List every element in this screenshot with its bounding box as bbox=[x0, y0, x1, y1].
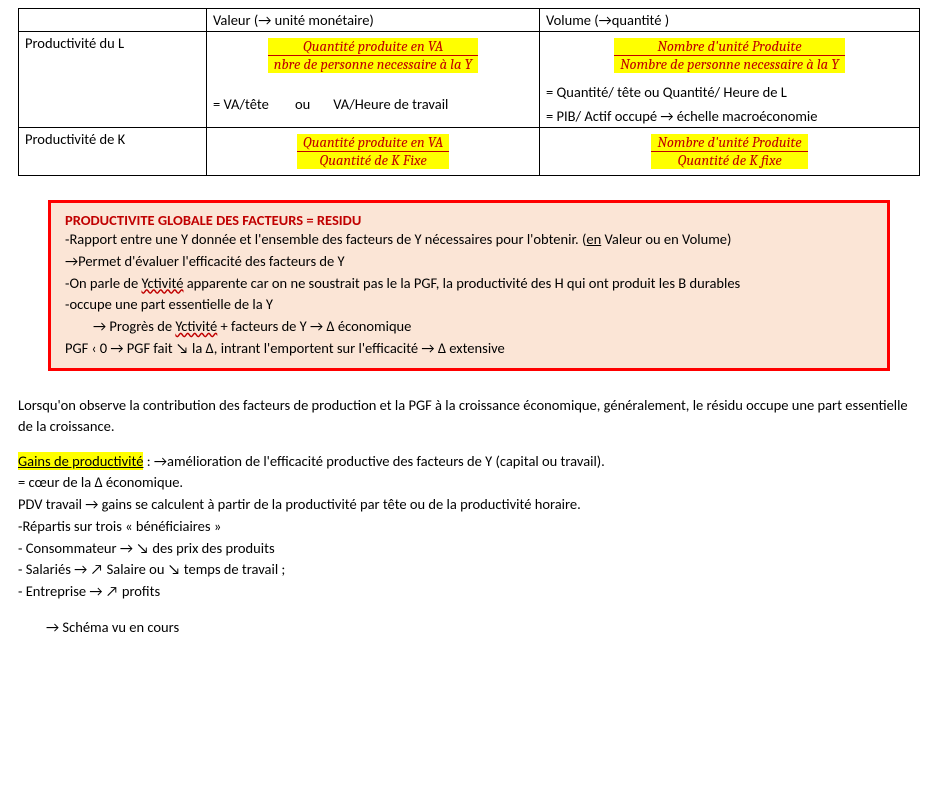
pgf-line: -Rapport entre une Y donnée et l'ensembl… bbox=[65, 229, 873, 251]
formula-den: Quantité de K fixe bbox=[651, 152, 807, 169]
row-k-volume: Nombre d'unité Produite Quantité de K fi… bbox=[540, 128, 920, 176]
pdv-line: PDV travail → gains se calculent à parti… bbox=[18, 494, 920, 516]
pgf-line: -On parle de Yctivité apparente car on n… bbox=[65, 273, 873, 295]
pgf-box: PRODUCTIVITE GLOBALE DES FACTEURS = RESI… bbox=[48, 200, 890, 371]
productivity-table: Valeur (→ unité monétaire) Volume (→quan… bbox=[18, 8, 920, 176]
pgf-line: -occupe une part essentielle de la Y bbox=[65, 294, 873, 316]
header-empty bbox=[19, 9, 207, 32]
formula-den: Quantité de K Fixe bbox=[297, 152, 449, 169]
header-volume: Volume (→quantité ) bbox=[540, 9, 920, 32]
pgf-box-title: PRODUCTIVITE GLOBALE DES FACTEURS = RESI… bbox=[65, 211, 873, 229]
row-k-label: Productivité de K bbox=[19, 128, 207, 176]
row-k-valeur: Quantité produite en VA Quantité de K Fi… bbox=[207, 128, 540, 176]
formula-num: Nombre d'unité Produite bbox=[651, 134, 807, 152]
row-l-volume-sub1: = Quantité/ tête ou Quantité/ Heure de L bbox=[546, 83, 913, 101]
row-l-label: Productivité du L bbox=[19, 32, 207, 128]
pgf-line: → Progrès de Yctivité + facteurs de Y → … bbox=[93, 316, 873, 338]
cons-line: - Consommateur → ↘ des prix des produits bbox=[18, 538, 920, 560]
sal-line: - Salariés → ↗ Salaire ou ↘ temps de tra… bbox=[18, 559, 920, 581]
repart-line: -Répartis sur trois « bénéficiaires » bbox=[18, 516, 920, 538]
coeur-line: = cœur de la Δ économique. bbox=[18, 472, 920, 494]
formula-den: nbre de personne necessaire à la Y bbox=[268, 56, 478, 73]
pgf-line: PGF ‹ 0 → PGF fait ↘ la Δ, intrant l'emp… bbox=[65, 338, 873, 360]
formula-num: Nombre d'unité Produite bbox=[614, 38, 845, 56]
gains-line: Gains de productivité : →amélioration de… bbox=[18, 451, 920, 473]
row-l-valeur: Quantité produite en VA nbre de personne… bbox=[207, 32, 540, 128]
pgf-line: →Permet d'évaluer l'efficacité des facte… bbox=[65, 251, 873, 273]
formula-num: Quantité produite en VA bbox=[297, 134, 449, 152]
formula-den: Nombre de personne necessaire à la Y bbox=[614, 56, 845, 73]
row-l-volume: Nombre d'unité Produite Nombre de person… bbox=[540, 32, 920, 128]
schema-line: → Schéma vu en cours bbox=[46, 617, 920, 639]
row-l-valeur-sub: = VA/tête ou VA/Heure de travail bbox=[213, 95, 533, 113]
ent-line: - Entreprise → ↗ profits bbox=[18, 581, 920, 603]
header-valeur: Valeur (→ unité monétaire) bbox=[207, 9, 540, 32]
row-l-volume-sub2: = PIB/ Actif occupé → échelle macroécono… bbox=[546, 107, 913, 125]
formula-num: Quantité produite en VA bbox=[268, 38, 478, 56]
para-residue: Lorsqu'on observe la contribution des fa… bbox=[18, 395, 920, 437]
